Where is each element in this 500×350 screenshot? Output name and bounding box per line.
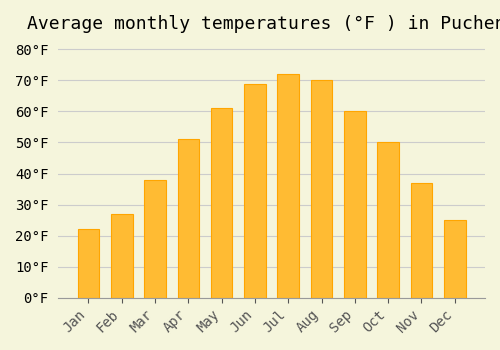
Bar xyxy=(111,214,132,298)
Title: Average monthly temperatures (°F ) in Pucheng: Average monthly temperatures (°F ) in Pu… xyxy=(27,15,500,33)
Bar xyxy=(78,229,100,298)
Bar xyxy=(211,108,233,298)
Bar xyxy=(178,139,199,298)
Bar xyxy=(278,74,299,298)
Bar xyxy=(378,142,399,298)
Bar xyxy=(310,80,332,298)
Bar xyxy=(344,111,366,298)
Bar xyxy=(244,84,266,298)
Bar xyxy=(444,220,466,298)
Bar xyxy=(144,180,166,298)
Bar xyxy=(410,183,432,298)
